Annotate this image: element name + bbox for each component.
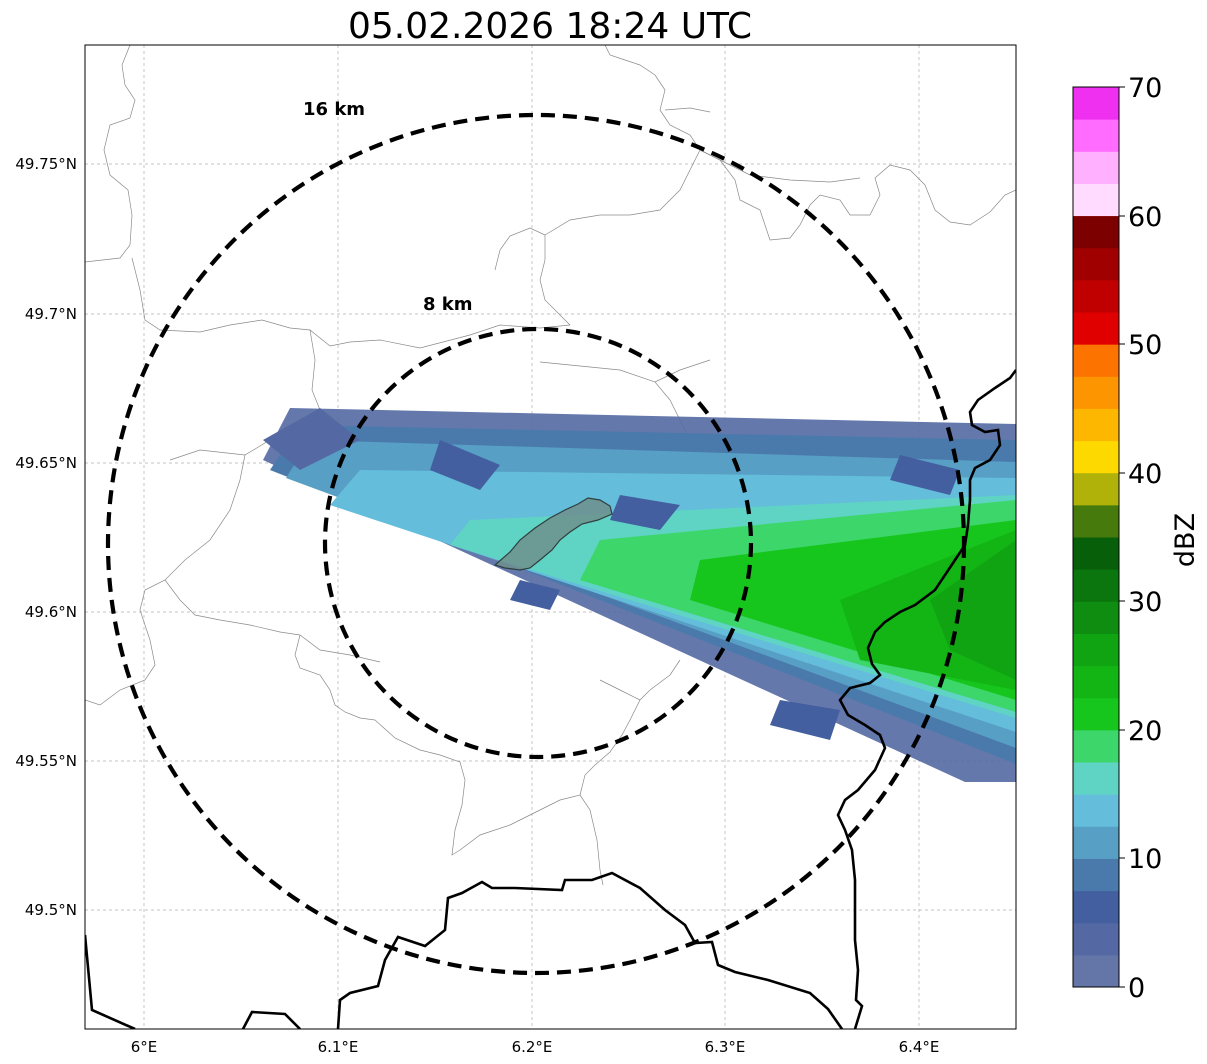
colorbar-segment — [1073, 665, 1119, 699]
latitude-tick-label: 49.65°N — [15, 454, 77, 472]
colorbar-tick-label: 70 — [1128, 73, 1162, 104]
colorbar-segment — [1073, 472, 1119, 506]
latitude-axis: 49.75°N 49.7°N 49.65°N 49.6°N 49.55°N 49… — [15, 155, 77, 919]
colorbar-tick-label: 40 — [1128, 459, 1162, 490]
commune-boundaries — [85, 45, 1016, 886]
latitude-tick-label: 49.7°N — [25, 305, 77, 323]
highlighted-area — [493, 497, 613, 571]
map-frame — [84, 44, 1017, 1030]
colorbar-segment — [1073, 794, 1119, 827]
range-ring-label-8km: 8 km — [423, 294, 473, 315]
range-ring-16km — [105, 112, 967, 976]
colorbar-segment — [1073, 183, 1119, 217]
colorbar-segment — [1073, 504, 1119, 538]
colorbar-segment — [1073, 569, 1119, 602]
colorbar-tick-label: 20 — [1128, 716, 1162, 747]
colorbar-tick-label: 60 — [1128, 202, 1162, 233]
colorbar-segment — [1073, 247, 1119, 281]
colorbar-segment — [1073, 954, 1119, 988]
longitude-axis: 6°E 6.1°E 6.2°E 6.3°E 6.4°E — [131, 1038, 940, 1056]
colorbar-segment — [1073, 312, 1119, 345]
colorbar-segments — [1073, 87, 1119, 988]
colorbar-ticks — [1119, 86, 1125, 988]
colorbar-segment — [1073, 729, 1119, 763]
colorbar-segment — [1073, 215, 1119, 249]
range-ring-label-16km: 16 km — [303, 99, 365, 120]
colorbar-segment — [1073, 344, 1119, 377]
colorbar-segment — [1073, 151, 1119, 184]
colorbar-segment — [1073, 537, 1119, 570]
colorbar-segment — [1073, 601, 1119, 634]
range-ring-8km — [322, 326, 754, 760]
colorbar-segment — [1073, 376, 1119, 409]
colorbar-segment — [1073, 697, 1119, 731]
radar-reflectivity-beam — [263, 408, 1016, 782]
colorbar-tick-label: 0 — [1128, 973, 1145, 1004]
map-title: 05.02.2026 18:24 UTC — [348, 6, 752, 47]
colorbar-tick-label: 30 — [1128, 587, 1162, 618]
latitude-tick-label: 49.6°N — [25, 603, 77, 621]
longitude-tick-label: 6.2°E — [512, 1038, 553, 1056]
colorbar-segment — [1073, 762, 1119, 795]
longitude-tick-label: 6°E — [131, 1038, 158, 1056]
colorbar-tick-label: 50 — [1128, 330, 1162, 361]
colorbar-segment — [1073, 408, 1119, 442]
colorbar-segment — [1073, 633, 1119, 667]
longitude-tick-label: 6.1°E — [318, 1038, 359, 1056]
range-rings — [105, 112, 967, 976]
latitude-tick-label: 49.55°N — [15, 752, 77, 770]
longitude-tick-label: 6.4°E — [899, 1038, 940, 1056]
colorbar-segment — [1073, 826, 1119, 859]
colorbar: 0 10 20 30 40 50 60 70 dBZ — [1072, 73, 1201, 1004]
colorbar-segment — [1073, 890, 1119, 924]
longitude-tick-label: 6.3°E — [705, 1038, 746, 1056]
colorbar-segment — [1073, 922, 1119, 956]
colorbar-label: dBZ — [1170, 513, 1201, 567]
colorbar-segment — [1073, 119, 1119, 152]
map-panel: 16 km 8 km — [84, 44, 1017, 1030]
colorbar-segment — [1073, 440, 1119, 474]
colorbar-frame — [1072, 86, 1120, 988]
colorbar-segment — [1073, 858, 1119, 892]
latitude-tick-label: 49.5°N — [25, 901, 77, 919]
colorbar-segment — [1073, 279, 1119, 313]
colorbar-tick-label: 10 — [1128, 844, 1162, 875]
colorbar-segment — [1073, 87, 1119, 120]
latitude-tick-label: 49.75°N — [15, 155, 77, 173]
